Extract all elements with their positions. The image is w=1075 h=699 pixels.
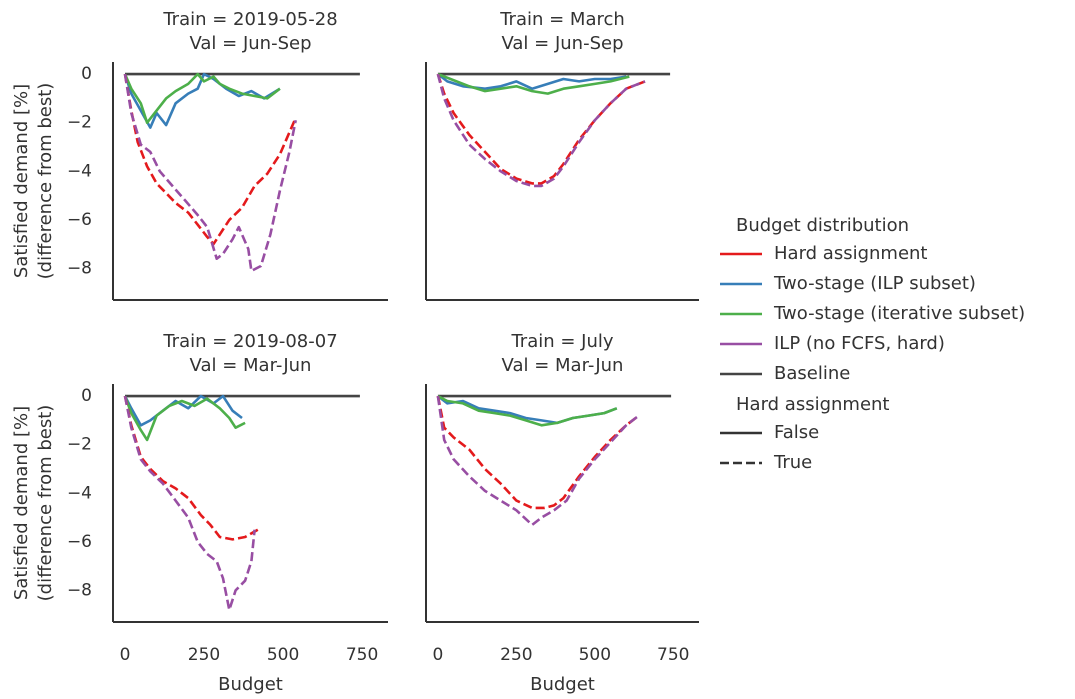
x-tick-label: 500 (267, 645, 299, 665)
x-tick-label: 750 (657, 645, 689, 665)
series-line (436, 395, 640, 527)
x-axis-label: Budget (218, 674, 283, 695)
x-tick-label: 0 (120, 645, 131, 665)
y-tick-label: −4 (67, 483, 92, 503)
y-axis-label: Satisfied demand [%] (11, 406, 32, 600)
x-axis-label: Budget (530, 674, 595, 695)
series-line (436, 73, 646, 188)
y-tick-label: 0 (81, 64, 92, 84)
panel-title: Val = Mar-Jun (190, 355, 312, 376)
series-line (123, 395, 246, 442)
series-line (123, 394, 243, 427)
y-axis-label: (difference from best) (35, 83, 56, 280)
legend-label: True (773, 452, 812, 473)
x-tick-label: 250 (188, 645, 220, 665)
y-tick-label: −8 (67, 258, 92, 278)
series-line (436, 73, 646, 185)
series-line (123, 72, 281, 124)
y-tick-label: −8 (67, 580, 92, 600)
legend-label: False (774, 422, 819, 443)
panel-title: Train = July (510, 331, 613, 352)
y-tick-label: −4 (67, 161, 92, 181)
series-line (436, 395, 640, 510)
panel-title: Val = Jun-Sep (501, 33, 623, 54)
y-tick-label: −6 (67, 532, 92, 552)
legend-label: Hard assignment (774, 243, 928, 264)
x-tick-label: 250 (500, 645, 532, 665)
legend-label: Two-stage (iterative subset) (773, 303, 1025, 324)
series-line (123, 73, 297, 273)
series-line (437, 394, 618, 427)
legend-label: Baseline (774, 363, 850, 384)
legend-label: Two-stage (ILP subset) (773, 273, 976, 294)
x-tick-label: 0 (433, 645, 444, 665)
panel-title: Train = 2019-05-28 (162, 9, 337, 30)
series-line (123, 395, 259, 541)
series-line (437, 72, 630, 95)
series-line (123, 73, 297, 246)
y-tick-label: −2 (67, 435, 92, 455)
panel-title: Val = Mar-Jun (502, 355, 624, 376)
y-tick-label: −2 (67, 113, 92, 133)
panel-title: Train = March (499, 9, 625, 30)
y-tick-label: 0 (81, 386, 92, 406)
panel-title: Val = Jun-Sep (189, 33, 311, 54)
panel-title: Train = 2019-08-07 (162, 331, 337, 352)
legend-title: Hard assignment (736, 394, 890, 415)
legend-label: ILP (no FCFS, hard) (774, 333, 945, 354)
x-tick-label: 500 (579, 645, 611, 665)
y-axis-label: Satisfied demand [%] (11, 84, 32, 278)
y-axis-label: (difference from best) (35, 405, 56, 602)
series-line (437, 395, 618, 425)
series-line (437, 73, 627, 90)
series-line (123, 395, 256, 612)
legend-title: Budget distribution (736, 215, 909, 236)
x-tick-label: 750 (346, 645, 378, 665)
y-tick-label: −6 (67, 210, 92, 230)
